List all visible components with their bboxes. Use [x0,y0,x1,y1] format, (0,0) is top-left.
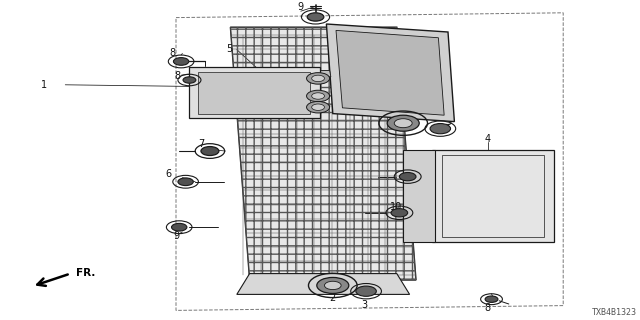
Circle shape [307,13,324,21]
Circle shape [430,124,451,134]
Circle shape [307,73,330,84]
Circle shape [183,77,196,83]
Polygon shape [237,274,410,294]
Polygon shape [403,150,435,242]
Circle shape [178,178,193,186]
Text: 2: 2 [403,108,410,119]
Text: 3: 3 [445,116,451,127]
Circle shape [317,277,349,293]
Circle shape [312,75,324,82]
Text: TXB4B1323: TXB4B1323 [592,308,637,317]
Text: 10: 10 [390,202,403,212]
Circle shape [307,101,330,113]
Text: 3: 3 [362,300,368,310]
Polygon shape [189,67,320,118]
Text: 8: 8 [484,303,491,313]
Text: 8: 8 [170,48,176,59]
Text: FR.: FR. [76,268,95,278]
Polygon shape [336,30,444,115]
Circle shape [173,58,189,65]
Circle shape [172,223,187,231]
Polygon shape [230,27,416,280]
Text: 2: 2 [330,292,336,303]
Circle shape [399,172,416,181]
Text: 9: 9 [173,231,179,241]
Text: 9: 9 [297,2,303,12]
Text: 8: 8 [175,71,181,81]
Circle shape [391,209,408,217]
Text: 7: 7 [198,139,205,149]
Text: 10: 10 [408,164,420,175]
Text: 5: 5 [226,44,232,54]
Circle shape [307,90,330,102]
Circle shape [324,281,341,290]
Text: 4: 4 [484,134,491,144]
Text: 6: 6 [165,169,172,180]
Text: 1: 1 [40,80,47,90]
Circle shape [201,147,219,156]
Polygon shape [230,70,331,80]
Polygon shape [432,150,554,242]
Circle shape [394,119,412,128]
Polygon shape [198,72,310,114]
Circle shape [312,104,324,110]
Polygon shape [326,24,454,122]
Circle shape [312,93,324,99]
Circle shape [387,115,419,131]
Circle shape [356,286,376,296]
Circle shape [485,296,498,302]
